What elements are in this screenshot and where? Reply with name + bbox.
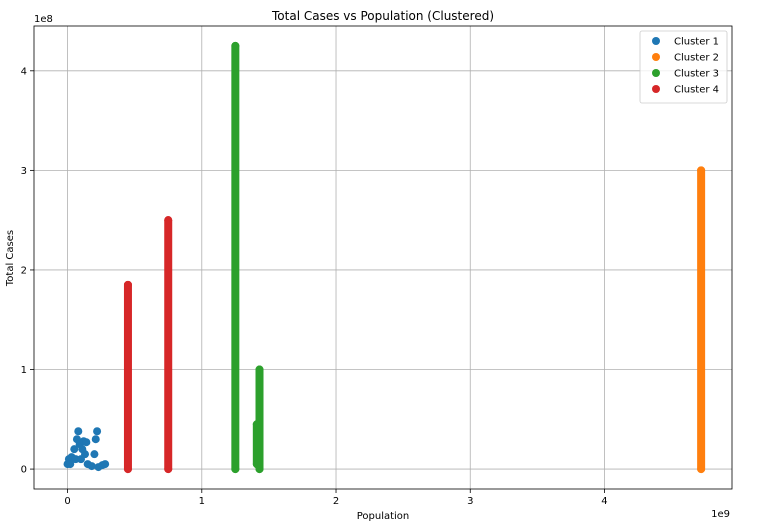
data-point bbox=[82, 438, 91, 447]
data-point bbox=[90, 450, 99, 459]
data-point bbox=[697, 465, 706, 474]
y-axis-ticks: 0 1 2 3 4 bbox=[21, 66, 34, 476]
series-cluster-4 bbox=[123, 216, 173, 474]
x-tick-label: 4 bbox=[601, 496, 607, 507]
legend-entry-label: Cluster 3 bbox=[674, 69, 719, 80]
data-point bbox=[70, 445, 79, 454]
data-point bbox=[697, 166, 706, 175]
legend: Cluster 1 Cluster 2 Cluster 3 Cluster 4 bbox=[639, 30, 728, 104]
data-point bbox=[91, 435, 100, 444]
legend-marker bbox=[652, 53, 660, 61]
chart-title: Total Cases vs Population (Clustered) bbox=[271, 9, 494, 23]
data-point bbox=[74, 427, 83, 436]
x-offset-label: 1e9 bbox=[711, 509, 730, 520]
legend-marker bbox=[652, 85, 660, 93]
grid-lines bbox=[34, 26, 732, 489]
legend-marker bbox=[652, 37, 660, 45]
y-tick-label: 3 bbox=[21, 166, 27, 177]
y-tick-label: 4 bbox=[21, 66, 27, 77]
legend-entry-label: Cluster 2 bbox=[674, 53, 719, 64]
data-point bbox=[101, 460, 110, 469]
data-point bbox=[231, 465, 240, 474]
data-point bbox=[66, 460, 75, 469]
y-tick-label: 2 bbox=[21, 265, 27, 276]
x-tick-label: 1 bbox=[199, 496, 205, 507]
x-tick-label: 2 bbox=[333, 496, 339, 507]
series-cluster-3 bbox=[231, 41, 264, 474]
data-point bbox=[123, 465, 132, 474]
legend-marker bbox=[652, 69, 660, 77]
data-point bbox=[123, 280, 132, 289]
data-point bbox=[81, 450, 90, 459]
y-offset-label: 1e8 bbox=[34, 14, 53, 25]
x-tick-label: 0 bbox=[64, 496, 70, 507]
data-point bbox=[164, 465, 173, 474]
series-cluster-1 bbox=[63, 427, 110, 472]
x-tick-label: 3 bbox=[467, 496, 473, 507]
series-cluster-2 bbox=[697, 166, 706, 474]
data-points bbox=[63, 41, 706, 474]
data-point bbox=[255, 365, 264, 374]
data-point bbox=[87, 462, 96, 471]
x-axis-label: Population bbox=[357, 511, 410, 522]
data-point bbox=[93, 427, 102, 436]
data-point bbox=[164, 216, 173, 225]
y-axis-label: Total Cases bbox=[5, 230, 16, 287]
legend-entry-label: Cluster 4 bbox=[674, 85, 719, 96]
legend-box bbox=[639, 30, 728, 104]
y-tick-label: 0 bbox=[21, 465, 27, 476]
y-tick-label: 1 bbox=[21, 365, 27, 376]
legend-entry-label: Cluster 1 bbox=[674, 37, 719, 48]
data-point bbox=[255, 465, 264, 474]
x-axis-ticks: 0 1 2 3 4 bbox=[64, 489, 608, 507]
data-point bbox=[231, 41, 240, 50]
plot-frame bbox=[33, 25, 733, 490]
